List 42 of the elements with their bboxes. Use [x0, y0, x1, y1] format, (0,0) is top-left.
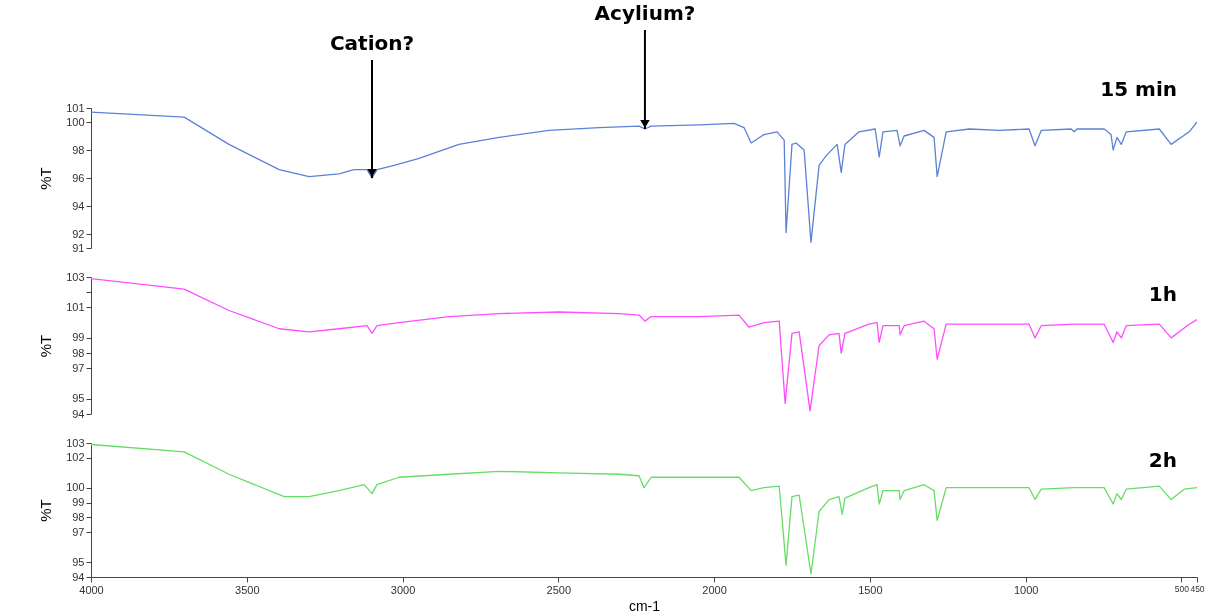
y-tick-label: 94: [72, 570, 85, 583]
annotation: Acylium?: [594, 1, 696, 25]
series-label: 15 min: [1100, 77, 1177, 101]
y-tick-label: 101: [66, 300, 85, 313]
y-tick-label: 98: [72, 143, 85, 156]
x-axis-title: cm-1: [628, 597, 661, 611]
series-label: 2h: [1148, 448, 1177, 472]
x-tick-label: 500: [1174, 583, 1190, 594]
x-tick-label: 1500: [858, 583, 883, 596]
y-tick-label: 99: [72, 331, 85, 344]
y-tick-label: 94: [72, 407, 85, 420]
y-tick-label: 100: [66, 115, 85, 128]
line-series: [91, 111, 1197, 244]
y-tick-label: 97: [72, 361, 85, 374]
y-tick-label: 103: [66, 270, 85, 283]
y-axis-title: %T: [37, 499, 55, 522]
y-tick-label: 96: [72, 171, 85, 184]
y-tick-label: 98: [72, 346, 85, 359]
x-tick-label: 450: [1190, 583, 1205, 594]
x-tick-label: 3000: [390, 583, 416, 596]
y-tick-label: 92: [72, 227, 85, 240]
x-tick-label: 1000: [1013, 583, 1039, 596]
y-axis-title: %T: [37, 167, 55, 190]
series-label: 1h: [1148, 282, 1177, 306]
y-tick-label: 95: [72, 392, 85, 405]
x-tick-label: 2500: [546, 583, 572, 596]
y-tick-label: 99: [72, 496, 85, 509]
y-axis-title: %T: [37, 334, 55, 358]
y-tick-label: 94: [72, 199, 85, 212]
y-tick-label: 91: [72, 241, 85, 254]
y-tick-label: 100: [66, 481, 85, 494]
x-tick-label: 2000: [702, 583, 727, 596]
y-tick-label: 103: [66, 436, 85, 449]
y-tick-label: 101: [66, 101, 85, 114]
x-tick-label: 3500: [235, 583, 260, 596]
line-series: [91, 277, 1197, 412]
y-tick-label: 97: [72, 525, 85, 538]
annotation: Cation?: [329, 31, 415, 55]
x-tick-label: 4000: [79, 583, 104, 596]
y-tick-label: 102: [66, 451, 85, 464]
y-tick-label: 95: [72, 555, 85, 568]
y-tick-label: 98: [72, 510, 85, 523]
